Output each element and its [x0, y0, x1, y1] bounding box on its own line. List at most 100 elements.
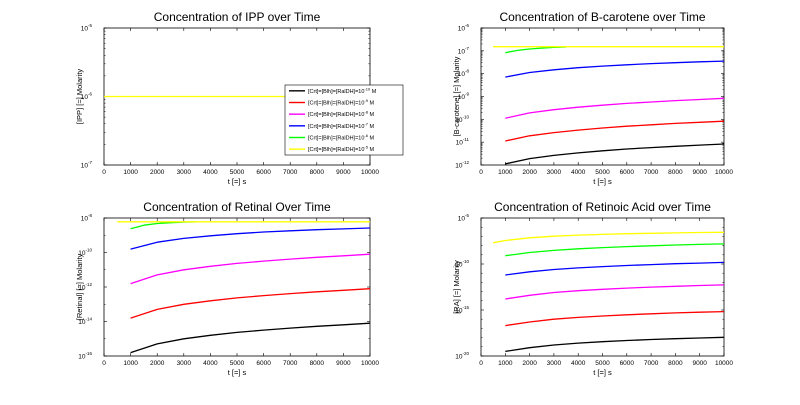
y-tick-label: 10-8: [81, 213, 93, 223]
x-tick-label: 5000: [230, 169, 245, 176]
legend-entry: [Crt]=[Blh]=[RalDH]=10-6 M: [308, 133, 374, 142]
x-tick-label: 3000: [177, 360, 192, 367]
y-tick-base: 10: [458, 26, 466, 33]
x-tick-label: 2000: [150, 360, 165, 367]
series-line-1e-9: [505, 310, 725, 327]
y-axis-label: [B-carotene] [=] Molarity: [452, 56, 461, 136]
y-tick-exp: -10: [462, 114, 469, 119]
legend-entry: [Crt]=[Blh]=[RalDH]=10-5 M: [308, 145, 374, 154]
y-tick-label: 10-6: [458, 23, 470, 33]
series-line-1e-8: [505, 284, 725, 300]
chart-title: Concentration of B-carotene over Time: [499, 10, 705, 24]
chart-title: Concentration of Retinal Over Time: [143, 200, 331, 214]
y-tick-base: 10: [456, 140, 464, 147]
y-axis-label: [IPP] [=] Molarity: [75, 69, 84, 124]
y-tick-exp: -8: [88, 213, 92, 218]
x-tick-label: 0: [479, 360, 483, 367]
x-tick-label: 4000: [203, 360, 218, 367]
subplot-4: Concentration of Retinoic Acid over Time…: [452, 200, 733, 377]
y-tick-exp: -6: [88, 92, 92, 97]
legend-entry-exp: -6: [364, 133, 368, 138]
x-tick-label: 8000: [668, 360, 683, 367]
x-tick-label: 6000: [256, 360, 271, 367]
y-tick-label: 10-11: [456, 137, 470, 147]
legend-entry-exp: -9: [364, 98, 368, 103]
y-tick-base: 10: [78, 354, 86, 361]
legend-entry-text: [Crt]=[Blh]=[RalDH]=10: [308, 147, 364, 153]
x-tick-label: 5000: [595, 169, 610, 176]
legend-entry-unit: M: [370, 89, 377, 95]
legend-box: [284, 84, 404, 156]
legend-entry-unit: M: [368, 101, 375, 107]
y-tick-label: 10-15: [455, 305, 469, 315]
y-tick-exp: -10: [462, 259, 469, 264]
x-tick-label: 1000: [498, 360, 513, 367]
y-tick-exp: -10: [85, 248, 92, 253]
legend-entry: [Crt]=[Blh]=[RalDH]=10-9 M: [308, 98, 374, 107]
series-line-1e-7: [505, 261, 725, 276]
series-line-1e-10: [505, 143, 725, 165]
x-tick-label: 3000: [177, 169, 192, 176]
y-axis-label: [Retinal] [=] Molarity: [75, 254, 84, 321]
y-tick-exp: -16: [85, 351, 92, 356]
x-tick-label: 4000: [571, 169, 586, 176]
x-tick-label: 7000: [283, 360, 298, 367]
y-tick-base: 10: [81, 216, 89, 223]
y-tick-base: 10: [81, 94, 89, 101]
y-tick-label: 10-8: [458, 69, 470, 79]
y-tick-base: 10: [455, 262, 463, 269]
x-tick-label: 4000: [203, 169, 218, 176]
y-tick-base: 10: [81, 26, 89, 33]
subplot-3: Concentration of Retinal Over Time 0 1000 2…: [75, 200, 379, 377]
subplot-2: Concentration of B-carotene over Time 0 10…: [452, 10, 733, 186]
y-tick-base: 10: [458, 216, 466, 223]
y-tick-exp: -6: [465, 23, 469, 28]
legend-entry-unit: M: [368, 124, 375, 130]
x-tick-label: 7000: [283, 169, 298, 176]
y-tick-exp: -12: [85, 282, 92, 287]
x-axis-label: t [=] s: [593, 368, 612, 377]
x-tick-label: 10000: [715, 360, 733, 367]
y-tick-base: 10: [78, 250, 86, 257]
series-line-1e-6: [505, 243, 725, 257]
series-line-1e-9: [505, 120, 725, 142]
y-tick-label: 10-9: [458, 92, 470, 102]
x-tick-label: 8000: [668, 169, 683, 176]
y-tick-exp: -7: [465, 46, 469, 51]
x-tick-label: 7000: [644, 169, 659, 176]
y-tick-base: 10: [455, 354, 463, 361]
y-tick-base: 10: [458, 94, 466, 101]
y-tick-label: 10-12: [78, 282, 92, 292]
y-axis-label: [RA] [=] Molarity: [452, 260, 461, 314]
y-tick-exp: -12: [462, 160, 469, 165]
y-tick-base: 10: [455, 163, 463, 170]
y-tick-exp: -8: [465, 69, 469, 74]
legend-entry-text: [Crt]=[Blh]=[RalDH]=10: [308, 101, 364, 107]
legend-entry-text: [Crt]=[Blh]=[RalDH]=10: [308, 112, 364, 118]
plot-area: [103, 217, 371, 357]
legend: [Crt]=[Blh]=[RalDH]=10-10 M[Crt]=[Blh]=[…: [284, 84, 404, 156]
y-tick-label: 10-7: [81, 160, 93, 170]
x-tick-label: 10000: [715, 169, 733, 176]
y-tick-label: 10-10: [455, 259, 469, 269]
x-tick-label: 6000: [256, 169, 271, 176]
x-tick-label: 8000: [310, 169, 325, 176]
x-tick-label: 9000: [336, 169, 351, 176]
legend-entry: [Crt]=[Blh]=[RalDH]=10-8 M: [308, 110, 374, 119]
chart-title: Concentration of Retinoic Acid over Time: [494, 200, 711, 214]
x-tick-label: 10000: [361, 169, 379, 176]
legend-entry-unit: M: [368, 147, 375, 153]
x-tick-label: 10000: [361, 360, 379, 367]
y-tick-base: 10: [458, 71, 466, 78]
y-tick-base: 10: [455, 117, 463, 124]
x-tick-label: 5000: [230, 360, 245, 367]
chart-title: Concentration of IPP over Time: [154, 10, 321, 24]
x-tick-label: 9000: [692, 360, 707, 367]
x-tick-label: 3000: [547, 169, 562, 176]
x-tick-label: 6000: [620, 360, 635, 367]
x-tick-label: 9000: [692, 169, 707, 176]
series-line-1e-7: [130, 227, 371, 250]
x-tick-label: 0: [102, 360, 106, 367]
